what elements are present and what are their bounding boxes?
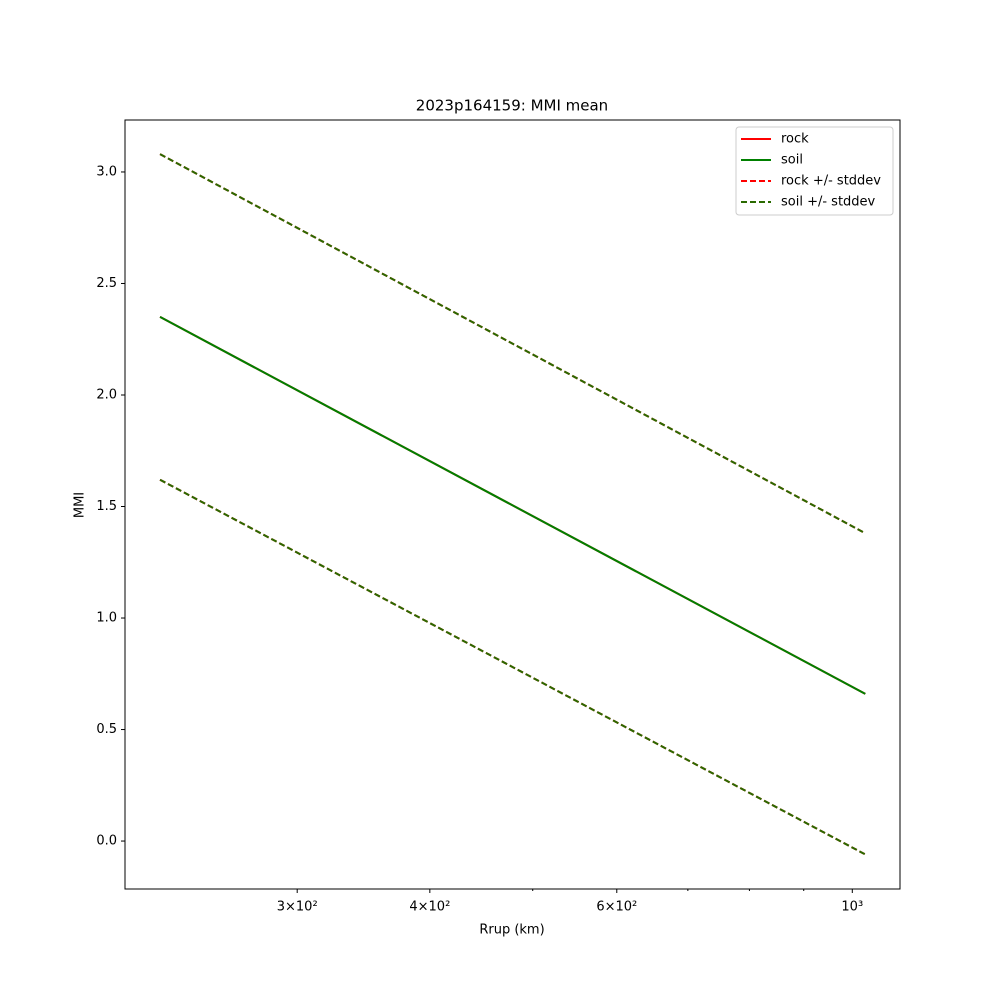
x-tick-label: 10³: [841, 900, 863, 915]
x-tick-label: 6×10²: [596, 900, 637, 915]
y-tick-label: 0.0: [96, 834, 117, 849]
x-axis-label: Rrup (km): [479, 923, 544, 938]
plot-frame: [124, 119, 901, 890]
y-tick-label: 1.5: [96, 499, 117, 514]
legend-box: [735, 126, 894, 216]
y-tick-label: 2.0: [96, 387, 117, 402]
y-tick-label: 0.5: [96, 722, 117, 737]
y-tick-label: 1.0: [96, 611, 117, 626]
x-tick-label: 3×10²: [277, 900, 318, 915]
legend-label: rock: [781, 132, 809, 147]
y-tick-label: 3.0: [96, 164, 117, 179]
series-line: [159, 153, 866, 535]
chart-title: 2023p164159: MMI mean: [416, 97, 608, 115]
legend-label: soil +/- stddev: [781, 195, 876, 210]
series-line: [159, 316, 866, 695]
legend-label: soil: [781, 153, 803, 168]
legend-label: rock +/- stddev: [781, 174, 881, 189]
series-line: [159, 478, 866, 856]
x-tick-label: 4×10²: [409, 900, 450, 915]
y-tick-label: 2.5: [96, 276, 117, 291]
y-axis-label: MMI: [73, 492, 88, 518]
